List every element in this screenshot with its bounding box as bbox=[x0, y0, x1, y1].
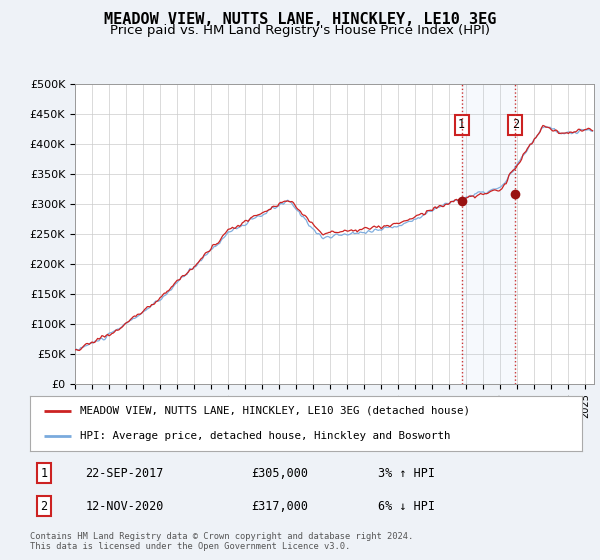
Text: 1: 1 bbox=[40, 466, 47, 480]
Text: 6% ↓ HPI: 6% ↓ HPI bbox=[378, 500, 435, 513]
Bar bbox=[461, 84, 515, 384]
Text: 3% ↑ HPI: 3% ↑ HPI bbox=[378, 466, 435, 480]
Text: 12-NOV-2020: 12-NOV-2020 bbox=[85, 500, 164, 513]
Text: MEADOW VIEW, NUTTS LANE, HINCKLEY, LE10 3EG: MEADOW VIEW, NUTTS LANE, HINCKLEY, LE10 … bbox=[104, 12, 496, 27]
Text: 1: 1 bbox=[458, 118, 465, 131]
Text: 22-SEP-2017: 22-SEP-2017 bbox=[85, 466, 164, 480]
Text: HPI: Average price, detached house, Hinckley and Bosworth: HPI: Average price, detached house, Hinc… bbox=[80, 431, 450, 441]
Text: Contains HM Land Registry data © Crown copyright and database right 2024.
This d: Contains HM Land Registry data © Crown c… bbox=[30, 532, 413, 552]
Text: Price paid vs. HM Land Registry's House Price Index (HPI): Price paid vs. HM Land Registry's House … bbox=[110, 24, 490, 37]
Text: MEADOW VIEW, NUTTS LANE, HINCKLEY, LE10 3EG (detached house): MEADOW VIEW, NUTTS LANE, HINCKLEY, LE10 … bbox=[80, 406, 470, 416]
Text: £305,000: £305,000 bbox=[251, 466, 308, 480]
Text: 2: 2 bbox=[512, 118, 519, 131]
Text: £317,000: £317,000 bbox=[251, 500, 308, 513]
Text: 2: 2 bbox=[40, 500, 47, 513]
